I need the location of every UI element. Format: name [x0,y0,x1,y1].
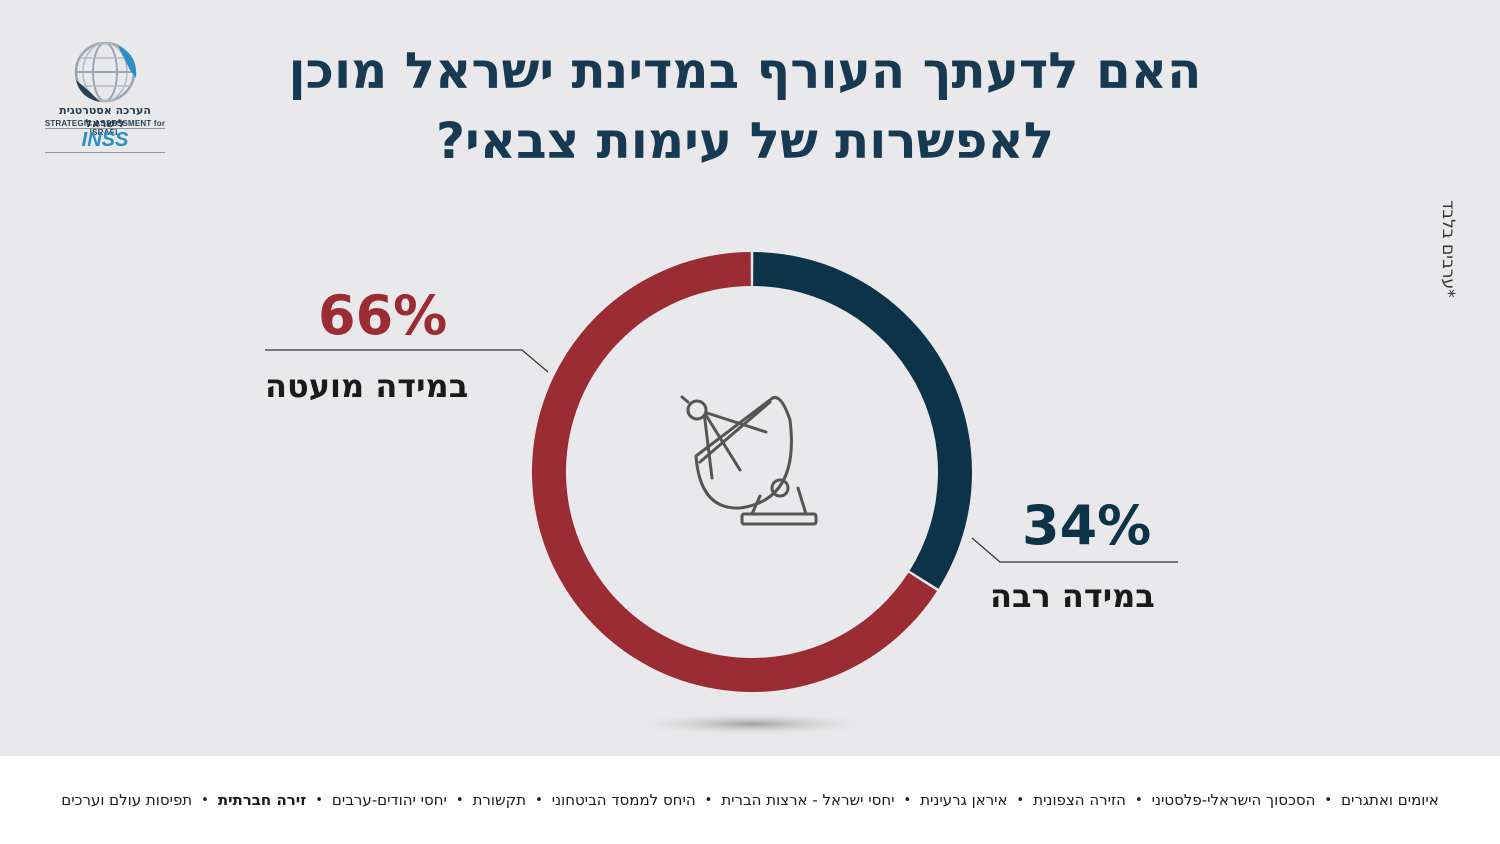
footer-separator: • [201,792,209,808]
logo-hebrew-text: הערכה אסטרטגית לישראל [59,104,151,130]
inss-logo[interactable]: הערכה אסטרטגית לישראל STRATEGIC ASSESSME… [40,40,170,155]
footer-nav-item[interactable]: איומים ואתגרים [1341,791,1439,809]
logo-english-text: STRATEGIC ASSESSMENT for ISRAEL [44,119,166,137]
donut-slices [531,252,972,692]
footer-nav: איומים ואתגרים • הסכסוך הישראלי-פלסטיני • הז… [59,791,1441,809]
footer-separator: • [535,792,543,808]
side-note: *ערבים בלבד [1438,200,1458,298]
leader-line-high [971,537,1178,563]
footer-nav-item[interactable]: הזירה הצפונית [1033,791,1126,809]
footer-nav-item[interactable]: תקשורת [472,791,527,809]
footer-nav-item[interactable]: היחס לממסד הביטחוני [551,791,696,809]
title-line-2: לאפשרות של עימות צבאי? [435,112,1055,170]
footer-nav-item[interactable]: יחסי יהודים-ערבים [331,791,447,809]
footer-separator: • [455,792,464,808]
footer-nav-item[interactable]: זירה חברתית [217,791,307,809]
category-label-low: במידה מועטה [265,367,469,405]
main-area [0,0,1500,756]
donut-chart [265,252,1178,736]
globe-icon [74,41,137,103]
value-label-low: 66% [318,284,448,347]
donut-slice-high [753,252,972,589]
footer: איומים ואתגרים • הסכסוך הישראלי-פלסטיני • הז… [0,756,1500,844]
page-title: האם לדעתך העורף במדינת ישראל מוכן לאפשרו… [250,36,1240,176]
footer-nav-item[interactable]: איראן גרעינית [920,791,1008,809]
chart-shadow [622,712,882,736]
footer-separator: • [315,792,323,808]
footer-nav-item[interactable]: הסכסוך הישראלי-פלסטיני [1151,791,1316,809]
footer-separator: • [1134,792,1143,808]
satellite-dish-icon [680,395,818,526]
footer-nav-item[interactable]: תפיסות עולם וערכים [61,791,193,809]
footer-separator: • [704,792,713,808]
category-label-high: במידה רבה [990,577,1155,615]
footer-separator: • [1324,792,1333,808]
footer-separator: • [903,792,912,808]
value-label-high: 34% [1022,494,1152,557]
leader-line-low [265,349,549,373]
title-line-1: האם לדעתך העורף במדינת ישראל מוכן [288,42,1202,100]
logo-divider [45,152,165,153]
logo-divider [45,128,165,129]
footer-nav-item[interactable]: יחסי ישראל - ארצות הברית [721,791,895,809]
logo-brand-text: INSS [81,129,129,151]
footer-separator: • [1016,792,1025,808]
